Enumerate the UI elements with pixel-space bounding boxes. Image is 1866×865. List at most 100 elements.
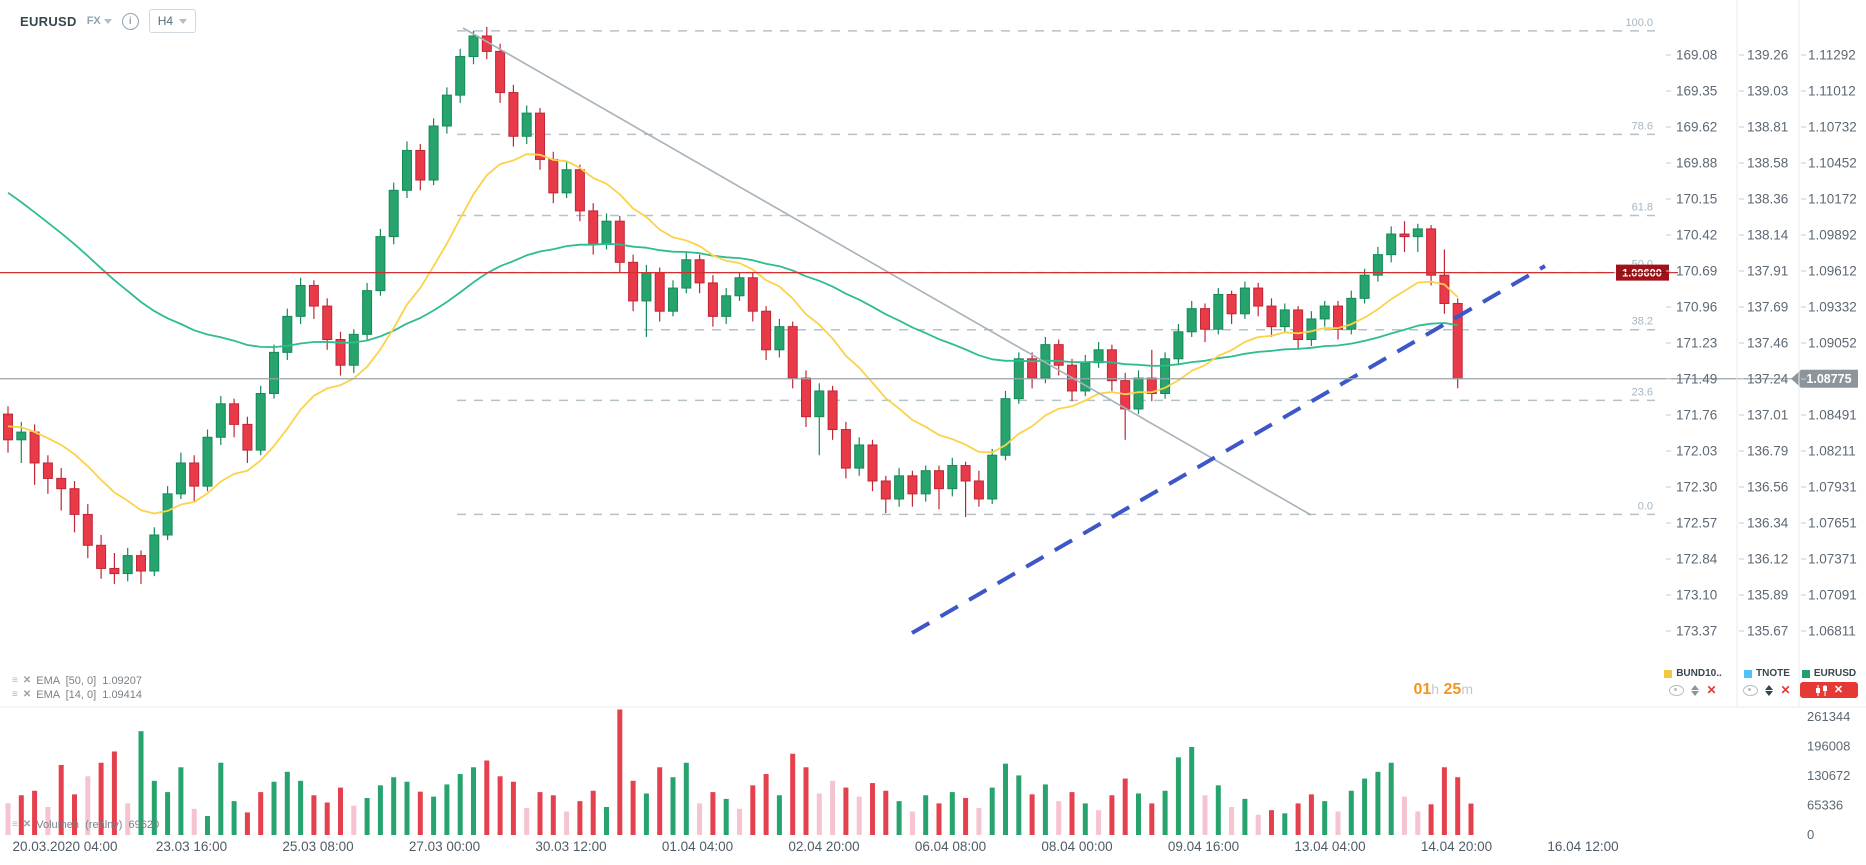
candle-body — [734, 277, 745, 297]
candle-body — [1266, 305, 1277, 328]
volume-bar — [1362, 778, 1368, 835]
bund-axis-value: 172.30 — [1676, 480, 1717, 495]
instrument-name: EURUSD — [1813, 668, 1857, 679]
indicator-remove-icon[interactable]: ✕ — [22, 818, 32, 830]
volume-bar — [1056, 801, 1062, 835]
volume-bar — [364, 797, 370, 835]
volume-bar — [683, 762, 689, 835]
active-instrument-pill[interactable]: ✕ — [1800, 682, 1858, 698]
candle-body — [920, 470, 931, 495]
eurusd-axis-value: 1.10172 — [1808, 192, 1857, 207]
visibility-eye-icon[interactable] — [1669, 684, 1685, 696]
indicator-settings-icon[interactable]: ≡ — [12, 818, 18, 830]
trendline-ascending-support[interactable] — [910, 264, 1547, 635]
volume-bar — [723, 798, 729, 835]
time-axis-label: 08.04 00:00 — [1041, 839, 1112, 854]
candle-body — [535, 112, 545, 160]
volume-bar — [1082, 803, 1088, 835]
candle-body — [1239, 287, 1250, 315]
indicator-settings-icon[interactable]: ≡ — [12, 674, 18, 686]
volume-bar — [1042, 784, 1048, 835]
volume-bar — [231, 801, 237, 835]
fib-level-label: 61.8 — [1632, 202, 1653, 214]
candle-body — [122, 555, 133, 575]
tnote-axis-value: 137.01 — [1747, 408, 1788, 423]
candle-body — [428, 125, 439, 181]
instrument-badge-tnote[interactable]: TNOTE ✕ — [1738, 668, 1796, 697]
volume-bar — [1375, 771, 1381, 835]
fib-level-label: 78.6 — [1632, 120, 1653, 132]
candle-body — [402, 149, 412, 191]
time-axis-label: 16.04 12:00 — [1547, 839, 1618, 854]
instrument-badge-bund10[interactable]: BUND10.. ✕ — [1664, 668, 1722, 697]
volume-bar — [1441, 767, 1447, 835]
tnote-axis-value: 137.69 — [1747, 300, 1788, 315]
candle-body — [82, 513, 93, 546]
candle-body — [215, 403, 226, 438]
volume-bar — [111, 751, 117, 835]
volume-bar — [1402, 796, 1407, 835]
volume-axis-value: 0 — [1807, 827, 1814, 842]
tnote-axis-value: 135.89 — [1747, 588, 1788, 603]
tnote-axis-value: 135.67 — [1747, 624, 1788, 639]
candle-body — [1213, 293, 1224, 330]
symbol-title: EURUSD — [20, 13, 77, 29]
bund-axis-value: 169.35 — [1676, 84, 1717, 99]
candlestick-layer — [3, 26, 1463, 584]
ema-14-line[interactable] — [7, 153, 1459, 515]
close-icon[interactable]: ✕ — [1706, 683, 1717, 697]
reorder-arrows-icon[interactable] — [1691, 684, 1700, 696]
candle-body — [867, 444, 878, 482]
close-icon[interactable]: ✕ — [1780, 683, 1791, 697]
candle-body — [175, 462, 186, 495]
badge-controls: ✕ — [1738, 683, 1796, 697]
reorder-arrows-icon[interactable] — [1765, 684, 1774, 696]
volume-bar — [537, 792, 543, 835]
volume-bar — [1295, 803, 1301, 835]
bund-axis-value: 173.10 — [1676, 588, 1717, 603]
bund-axis-value: 171.23 — [1676, 336, 1717, 351]
bund-axis-value: 170.69 — [1676, 264, 1717, 279]
instrument-badge-eurusd[interactable]: EURUSD ✕ — [1800, 668, 1858, 698]
volume-bar — [338, 787, 343, 835]
badge-title: EURUSD — [1800, 668, 1858, 679]
countdown-hours-unit: h — [1431, 681, 1440, 697]
visibility-eye-icon[interactable] — [1743, 684, 1759, 696]
volume-bar — [564, 811, 570, 835]
candle-body — [229, 403, 240, 425]
time-axis-label: 01.04 04:00 — [662, 839, 733, 854]
volume-bar — [271, 781, 277, 835]
candle-body — [787, 326, 798, 379]
timeframe-selector[interactable]: H4 — [148, 9, 197, 33]
volume-bar — [191, 808, 197, 835]
candle-body — [136, 555, 146, 572]
volume-bar — [670, 777, 676, 835]
tnote-axis-value: 139.26 — [1747, 48, 1788, 63]
volume-bar — [763, 774, 769, 835]
volume-layer — [5, 709, 1474, 835]
candle-body — [1372, 254, 1383, 276]
ema-50-line[interactable] — [7, 191, 1458, 367]
market-label: FX — [86, 15, 101, 27]
indicator-remove-icon[interactable]: ✕ — [22, 674, 32, 686]
candle-body — [1200, 308, 1210, 330]
close-icon[interactable]: ✕ — [1833, 683, 1844, 696]
indicator-settings-icon[interactable]: ≡ — [12, 688, 18, 700]
tnote-axis-value: 136.12 — [1747, 552, 1788, 567]
trendline-descending-resistance[interactable] — [462, 27, 1312, 516]
candle-body — [840, 429, 851, 469]
candlestick-chart-icon — [1815, 684, 1827, 696]
tnote-axis-value: 138.58 — [1747, 156, 1788, 171]
candle-body — [628, 261, 639, 302]
volume-axis-value: 196008 — [1807, 739, 1850, 754]
candle-body — [1106, 349, 1117, 382]
market-selector[interactable]: FX — [87, 15, 112, 27]
tnote-axis-value: 136.79 — [1747, 444, 1788, 459]
indicator-remove-icon[interactable]: ✕ — [22, 688, 32, 700]
volume-bar — [218, 762, 224, 835]
volume-bar — [657, 767, 663, 835]
info-icon[interactable]: i — [121, 12, 139, 30]
candle-body — [1173, 331, 1184, 360]
candle-body — [388, 189, 399, 238]
